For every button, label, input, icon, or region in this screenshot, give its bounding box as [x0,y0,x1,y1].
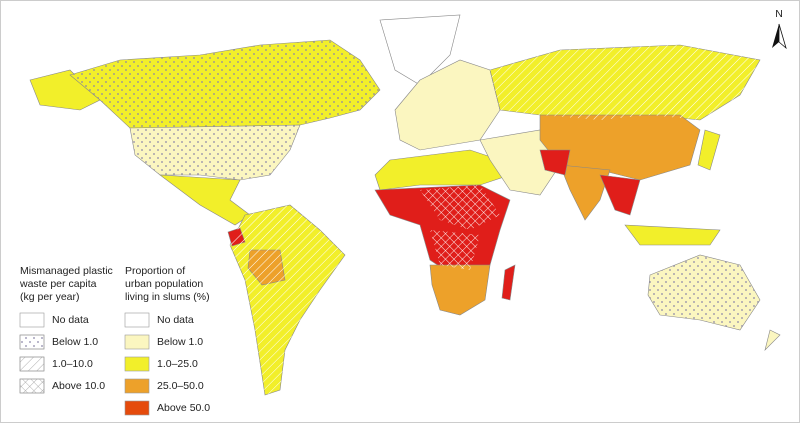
north-arrow: N [772,8,787,50]
legend-swatch [124,378,150,394]
legend-swatch [124,356,150,372]
legend-title: living in slums (%) [125,291,210,303]
legend-title: Proportion of [125,265,185,277]
legend-title: Mismanaged plastic [20,265,113,277]
legend-swatch [19,356,45,372]
legend-label: No data [157,314,194,326]
legend-swatch [19,378,45,394]
legend-swatch [19,334,45,350]
legend-label: 1.0–10.0 [52,358,93,370]
legend-label: Below 1.0 [52,336,98,348]
legend-label: Below 1.0 [157,336,203,348]
legend-label: 1.0–25.0 [157,358,198,370]
map-patterns [70,40,760,395]
legend-title: (kg per year) [20,291,80,303]
legend-label: Above 50.0 [157,402,210,414]
legend-swatch [124,400,150,416]
legend-label: Above 10.0 [52,380,105,392]
legend-title: waste per capita [19,278,97,290]
legend-label: 25.0–50.0 [157,380,204,392]
legend-swatch [124,334,150,350]
legend-swatch [19,312,45,328]
legend-title: urban population [125,278,203,290]
legend-swatch [124,312,150,328]
legend-label: No data [52,314,89,326]
north-label: N [775,8,783,20]
